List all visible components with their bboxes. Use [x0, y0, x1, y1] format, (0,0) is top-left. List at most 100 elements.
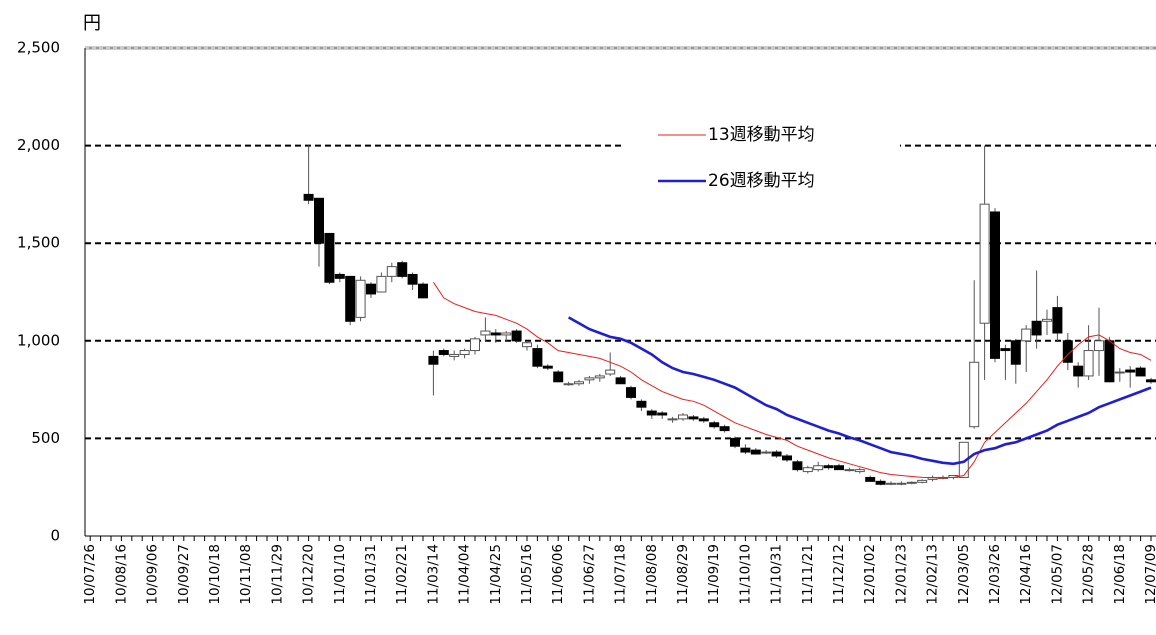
candle-body	[782, 455, 792, 461]
candle-body	[1073, 365, 1084, 377]
x-tick-label: 11/10/31	[769, 544, 785, 605]
x-tick-label: 11/12/12	[831, 544, 847, 605]
candle-body	[761, 451, 772, 454]
moving-average-line	[567, 316, 1152, 466]
x-tick-label: 12/01/23	[893, 544, 909, 605]
candle-body	[813, 465, 824, 471]
candle-body	[792, 461, 803, 471]
x-tick-label: 11/01/10	[332, 544, 348, 605]
x-tick-label: 12/02/13	[925, 544, 941, 605]
candle-body	[584, 377, 595, 381]
x-tick-label: 11/05/16	[519, 544, 535, 605]
candle-body	[366, 283, 376, 295]
x-tick-label: 11/09/19	[706, 544, 722, 605]
x-tick-label: 11/08/29	[675, 544, 691, 605]
candle-body	[1042, 318, 1052, 322]
candle-body	[875, 480, 886, 485]
candle-body	[730, 437, 740, 447]
y-tick-label: 2,500	[17, 39, 60, 57]
candle-body	[678, 414, 688, 420]
candle-body	[1010, 340, 1021, 365]
candle-body	[470, 338, 480, 352]
x-tick-label: 12/01/02	[862, 544, 878, 605]
candle-body	[646, 410, 657, 416]
x-tick-label: 12/03/26	[987, 544, 1003, 605]
x-tick-label: 11/04/25	[488, 544, 504, 605]
moving-average-line	[432, 281, 1152, 479]
candle-body	[334, 273, 345, 279]
candle-body	[407, 273, 418, 285]
candle-body	[355, 279, 366, 318]
candle-body	[917, 479, 928, 483]
candle-body	[990, 211, 1000, 359]
candle-body	[553, 371, 564, 383]
candle-body	[480, 330, 491, 336]
candle-body	[906, 481, 917, 484]
x-tick-label: 11/03/14	[425, 544, 441, 605]
candle-body	[1000, 348, 1011, 352]
y-tick-label: 500	[31, 429, 60, 447]
candle-body	[1135, 367, 1146, 377]
candle-body	[719, 426, 730, 432]
x-tick-label: 11/10/10	[737, 544, 753, 605]
candle-body	[594, 375, 605, 379]
x-tick-label: 11/07/18	[613, 544, 629, 605]
candle-body	[1062, 340, 1073, 363]
legend-label: 13週移動平均	[708, 125, 815, 145]
candle-body	[449, 353, 460, 357]
x-tick-label: 10/07/26	[82, 544, 98, 605]
candle-body	[626, 387, 636, 398]
candle-body	[834, 465, 844, 471]
candle-body	[428, 355, 439, 365]
candle-body	[636, 400, 647, 408]
candle-body	[1021, 328, 1032, 342]
candle-body	[345, 275, 356, 322]
candle-body	[314, 197, 324, 244]
candle-body	[896, 482, 907, 485]
y-tick-label: 1,000	[17, 331, 60, 349]
candle-body	[688, 416, 699, 420]
y-tick-label: 1,500	[17, 234, 60, 252]
candle-body	[750, 449, 761, 455]
x-tick-label: 10/11/29	[269, 544, 285, 605]
candle-body	[1146, 379, 1156, 383]
x-tick-label: 11/06/27	[581, 544, 597, 605]
candle-body	[522, 342, 532, 348]
candle-body	[418, 283, 428, 299]
x-tick-label: 12/04/16	[1018, 544, 1034, 605]
x-tick-label: 11/06/06	[550, 544, 566, 605]
candle-body	[698, 418, 709, 422]
candle-body	[771, 451, 782, 457]
x-tick-label: 12/06/18	[1112, 544, 1128, 605]
x-tick-label: 11/11/21	[800, 544, 816, 605]
x-tick-label: 10/10/18	[207, 544, 223, 605]
legend-label: 26週移動平均	[708, 171, 815, 191]
candle-body	[459, 350, 470, 355]
candle-body	[865, 476, 876, 482]
candle-body	[740, 447, 751, 453]
candle-body	[1083, 350, 1094, 377]
candle-body	[1052, 307, 1063, 334]
candle-body	[542, 365, 553, 369]
y-axis-unit: 円	[83, 13, 101, 34]
x-tick-label: 12/05/28	[1081, 544, 1097, 605]
x-tick-label: 11/02/21	[394, 544, 410, 605]
candle-body	[1031, 320, 1042, 336]
candle-body	[886, 482, 896, 485]
x-tick-label: 10/11/08	[238, 544, 254, 605]
candle-body	[1114, 371, 1125, 374]
candle-body	[1125, 369, 1136, 373]
candle-body	[386, 266, 397, 277]
candle-body	[397, 262, 408, 277]
x-tick-label: 11/08/08	[644, 544, 660, 605]
candle-body	[605, 369, 616, 375]
x-tick-label: 10/12/20	[301, 544, 317, 605]
candle-body	[511, 330, 522, 342]
candle-body	[667, 418, 678, 421]
candle-body	[490, 332, 501, 336]
candle-body	[563, 383, 574, 386]
candle-body	[844, 469, 855, 472]
x-tick-label: 12/03/05	[956, 544, 972, 605]
candle-body	[854, 469, 865, 473]
